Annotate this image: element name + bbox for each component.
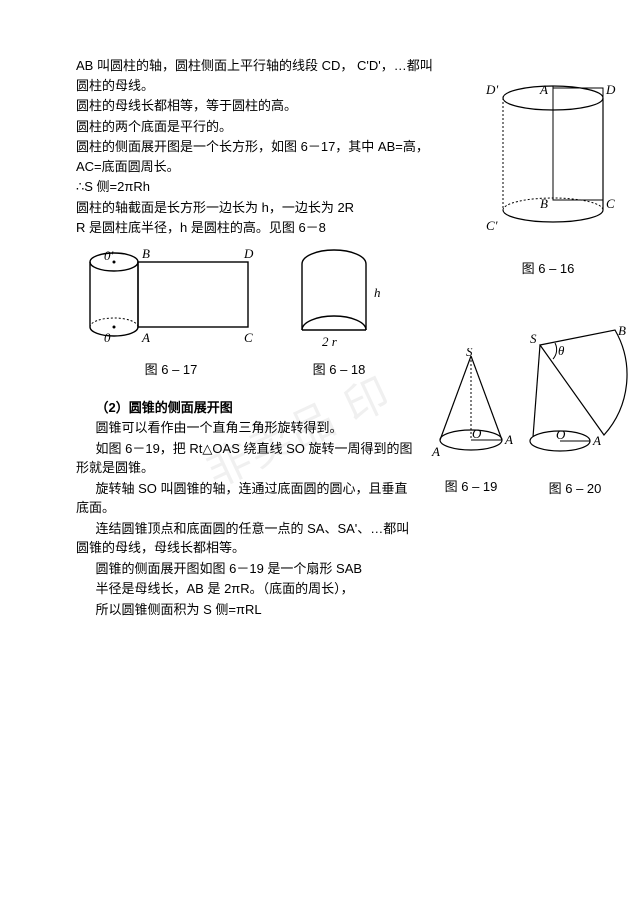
- svg-text:θ: θ: [558, 343, 565, 358]
- fig617-label: 图 6 – 17: [76, 360, 266, 380]
- svg-text:C: C: [244, 330, 253, 345]
- svg-text:D: D: [605, 82, 616, 97]
- svg-text:S: S: [466, 348, 473, 359]
- fig618-svg: h 2 r: [284, 242, 394, 352]
- svg-text:B: B: [142, 246, 150, 261]
- s1-line: 圆柱的母线长都相等，等于圆柱的高。: [76, 96, 436, 116]
- svg-text:S: S: [530, 331, 537, 346]
- svg-text:A: A: [141, 330, 150, 345]
- svg-text:A: A: [504, 432, 513, 447]
- svg-text:B: B: [618, 325, 626, 338]
- s2-line: 圆锥的侧面展开图如图 6－19 是一个扇形 SAB: [76, 559, 416, 579]
- svg-text:h: h: [374, 285, 381, 300]
- s1-line: ∴S 侧=2πRh: [76, 177, 436, 197]
- svg-text:B: B: [540, 196, 548, 211]
- svg-text:O: O: [556, 427, 566, 442]
- fig617-svg: 0' 0 B A D C: [76, 242, 266, 352]
- fig619-svg: S O A A: [426, 348, 516, 468]
- svg-text:0': 0': [104, 248, 114, 263]
- s2-line: 连结圆锥顶点和底面圆的任意一点的 SA、SA'、…都叫圆锥的母线，母线长都相等。: [76, 519, 416, 558]
- svg-text:A: A: [539, 82, 548, 97]
- s2-line: 半径是母线长，AB 是 2πR。（底面的周长），: [76, 579, 416, 599]
- section2-heading: （2）圆锥的侧面展开图: [76, 398, 416, 418]
- s1-line: R 是圆柱底半径，h 是圆柱的高。见图 6－8: [76, 218, 436, 238]
- svg-text:2 r: 2 r: [322, 334, 338, 349]
- s2-line: 所以圆锥侧面积为 S 侧=πRL: [76, 600, 416, 620]
- section1-text: AB 叫圆柱的轴，圆柱侧面上平行轴的线段 CD， C'D'，…都叫圆柱的母线。 …: [76, 56, 436, 238]
- fig620-label: 图 6 – 20: [520, 479, 630, 499]
- s2-line: 旋转轴 SO 叫圆锥的轴，连通过底面圆的圆心，且垂直底面。: [76, 479, 416, 518]
- s1-line: 圆柱的轴截面是长方形一边长为 h，一边长为 2R: [76, 198, 436, 218]
- svg-text:A: A: [592, 433, 601, 448]
- svg-text:A: A: [431, 444, 440, 459]
- s1-line: 圆柱的两个底面是平行的。: [76, 117, 436, 137]
- s1-line: 圆柱的侧面展开图是一个长方形，如图 6－17，其中 AB=高，AC=底面圆周长。: [76, 137, 436, 176]
- s2-line: 如图 6－19，把 Rt△OAS 绕直线 SO 旋转一周得到的图形就是圆锥。: [76, 439, 416, 478]
- svg-text:O: O: [472, 426, 482, 441]
- fig620-svg: S θ B O A: [520, 325, 630, 470]
- figure-6-17: 0' 0 B A D C 图 6 – 17: [76, 242, 266, 380]
- section2-text: （2）圆锥的侧面展开图 圆锥可以看作由一个直角三角形旋转得到。 如图 6－19，…: [76, 398, 416, 620]
- s2-line: 圆锥可以看作由一个直角三角形旋转得到。: [76, 418, 416, 438]
- figure-6-18: h 2 r 图 6 – 18: [284, 242, 394, 380]
- svg-text:0: 0: [104, 330, 111, 345]
- fig619-label: 图 6 – 19: [426, 477, 516, 497]
- svg-text:D: D: [243, 246, 254, 261]
- svg-text:C': C': [486, 218, 498, 233]
- s1-line: AB 叫圆柱的轴，圆柱侧面上平行轴的线段 CD， C'D'，…都叫圆柱的母线。: [76, 56, 436, 95]
- svg-text:C: C: [606, 196, 615, 211]
- figure-6-16: A D B C D' C' 图 6 – 16: [478, 80, 618, 278]
- fig616-svg: A D B C D' C': [478, 80, 618, 250]
- svg-text:D': D': [485, 82, 498, 97]
- figure-6-19: S O A A 图 6 – 19: [426, 348, 516, 496]
- fig618-label: 图 6 – 18: [284, 360, 394, 380]
- fig616-label: 图 6 – 16: [478, 259, 618, 279]
- figure-6-20: S θ B O A 图 6 – 20: [520, 325, 630, 498]
